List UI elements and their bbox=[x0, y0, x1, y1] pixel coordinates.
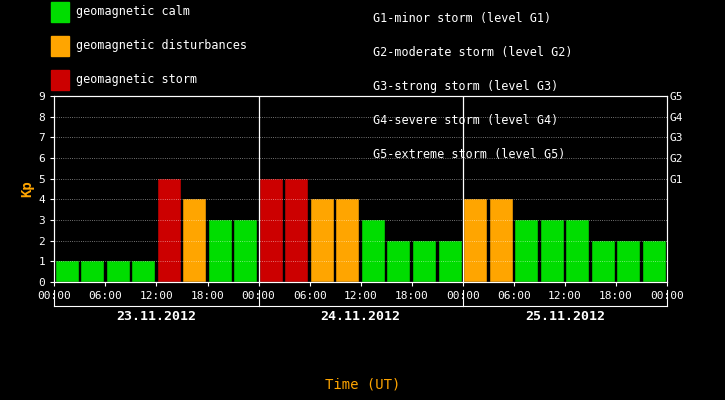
Bar bbox=[439, 241, 462, 282]
Text: geomagnetic calm: geomagnetic calm bbox=[76, 6, 190, 18]
Bar bbox=[107, 261, 130, 282]
Bar bbox=[209, 220, 232, 282]
Bar bbox=[541, 220, 563, 282]
Text: G2-moderate storm (level G2): G2-moderate storm (level G2) bbox=[373, 46, 573, 59]
Bar bbox=[286, 179, 308, 282]
Bar bbox=[566, 220, 589, 282]
Text: 24.11.2012: 24.11.2012 bbox=[320, 310, 401, 323]
Bar bbox=[362, 220, 385, 282]
Text: geomagnetic storm: geomagnetic storm bbox=[76, 74, 197, 86]
Text: G5-extreme storm (level G5): G5-extreme storm (level G5) bbox=[373, 148, 566, 161]
Bar bbox=[81, 261, 104, 282]
Bar bbox=[515, 220, 538, 282]
Bar bbox=[413, 241, 436, 282]
Bar bbox=[489, 199, 513, 282]
Bar bbox=[311, 199, 334, 282]
Text: 23.11.2012: 23.11.2012 bbox=[117, 310, 196, 323]
Text: G1-minor storm (level G1): G1-minor storm (level G1) bbox=[373, 12, 552, 25]
Bar bbox=[260, 179, 283, 282]
Bar bbox=[234, 220, 257, 282]
Text: G3-strong storm (level G3): G3-strong storm (level G3) bbox=[373, 80, 559, 93]
Bar bbox=[643, 241, 666, 282]
Text: Time (UT): Time (UT) bbox=[325, 378, 400, 392]
Bar bbox=[464, 199, 487, 282]
Bar bbox=[56, 261, 78, 282]
Bar bbox=[387, 241, 410, 282]
Bar bbox=[592, 241, 615, 282]
Bar bbox=[617, 241, 640, 282]
Text: 25.11.2012: 25.11.2012 bbox=[525, 310, 605, 323]
Bar bbox=[132, 261, 155, 282]
Text: G4-severe storm (level G4): G4-severe storm (level G4) bbox=[373, 114, 559, 127]
Y-axis label: Kp: Kp bbox=[20, 181, 34, 197]
Bar bbox=[158, 179, 181, 282]
Text: geomagnetic disturbances: geomagnetic disturbances bbox=[76, 40, 247, 52]
Bar bbox=[336, 199, 360, 282]
Bar bbox=[183, 199, 206, 282]
